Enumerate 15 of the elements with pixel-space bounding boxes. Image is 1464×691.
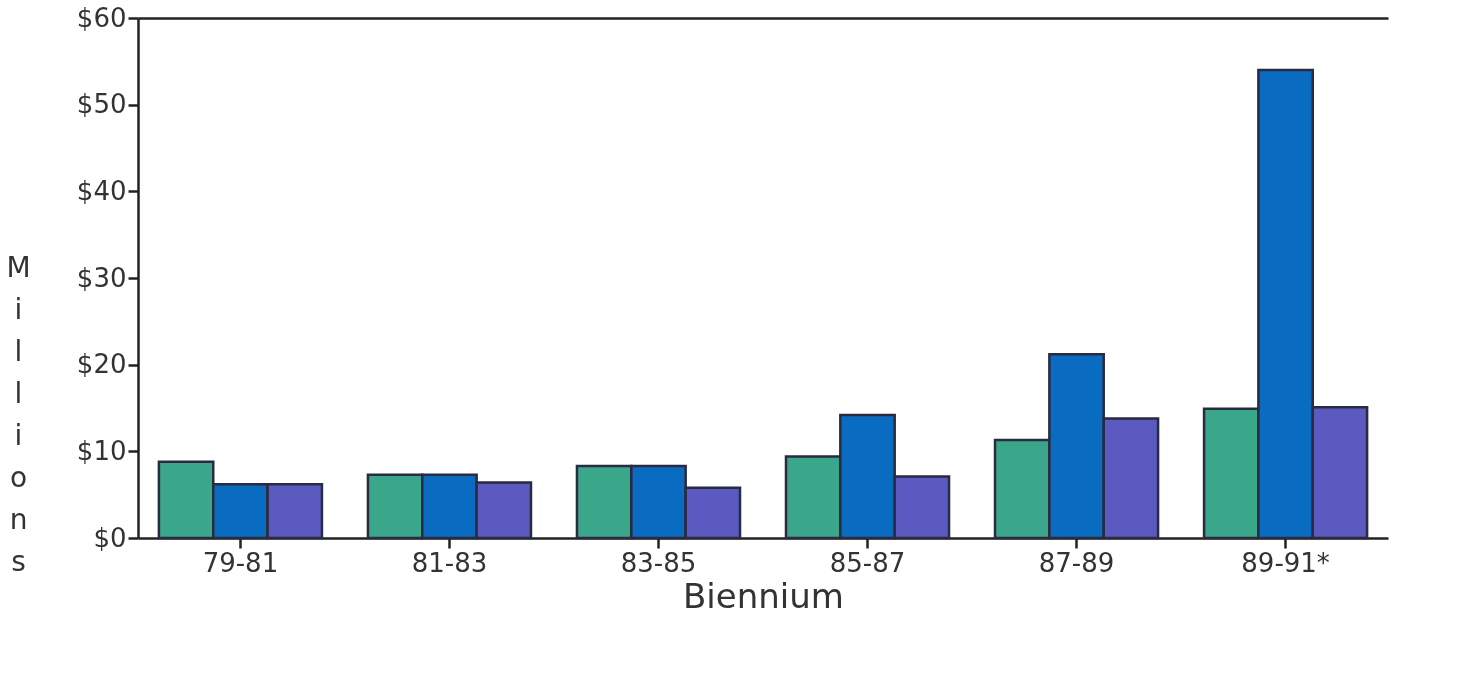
x-tick-label: 85-87 <box>829 547 906 578</box>
x-tick-label: 87-89 <box>1038 547 1115 578</box>
y-axis-title: Millions <box>6 250 31 578</box>
y-tick-label: $50 <box>76 89 127 120</box>
x-tick-label: 89-91* <box>1241 547 1330 578</box>
x-axis-title: Biennium <box>683 575 844 616</box>
y-tick-label: $0 <box>93 522 127 553</box>
y-tick-label: $40 <box>76 175 127 206</box>
y-tick-label: $30 <box>76 262 127 293</box>
x-tick-label: 83-85 <box>620 547 697 578</box>
x-tick-label: 79-81 <box>202 547 279 578</box>
y-tick-label: $60 <box>76 2 127 33</box>
x-tick-label: 81-83 <box>411 547 488 578</box>
y-tick-label: $10 <box>76 435 127 466</box>
y-tick-label: $20 <box>76 349 127 380</box>
